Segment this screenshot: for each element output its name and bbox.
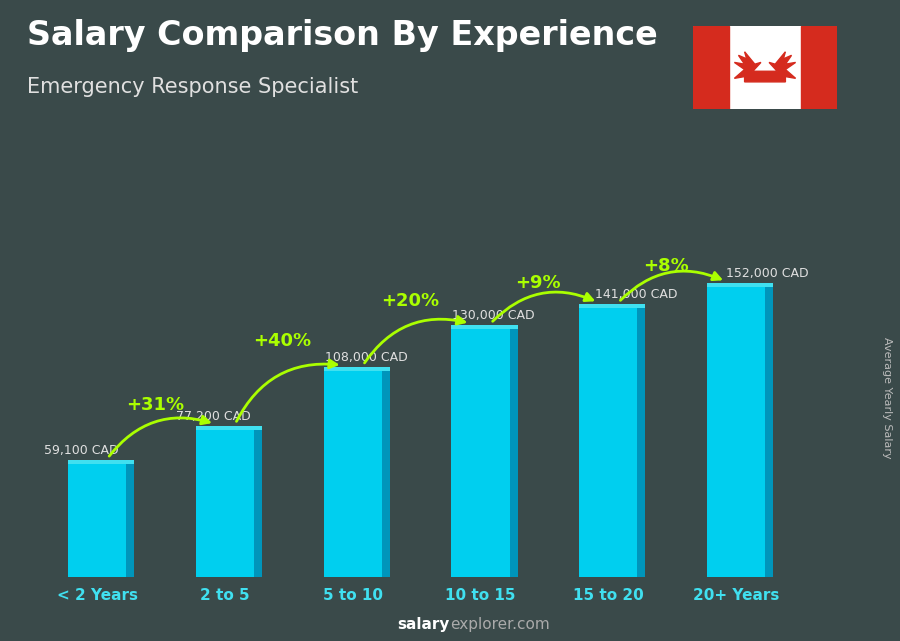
Bar	[196, 426, 262, 430]
Bar	[451, 325, 518, 329]
Bar	[254, 430, 262, 577]
Text: salary: salary	[398, 617, 450, 633]
Bar	[68, 460, 134, 464]
Text: +31%: +31%	[126, 396, 184, 414]
Bar	[196, 430, 254, 577]
Text: 130,000 CAD: 130,000 CAD	[453, 309, 535, 322]
Text: Average Yearly Salary: Average Yearly Salary	[881, 337, 892, 458]
Bar	[579, 304, 645, 308]
Bar	[68, 464, 127, 577]
Bar	[509, 329, 518, 577]
Text: +20%: +20%	[382, 292, 439, 310]
Bar	[382, 371, 390, 577]
Text: explorer.com: explorer.com	[450, 617, 550, 633]
Bar	[323, 367, 390, 371]
Bar	[637, 308, 645, 577]
Text: +9%: +9%	[515, 274, 561, 292]
Bar	[801, 26, 837, 109]
Bar	[706, 283, 773, 287]
Bar	[765, 287, 773, 577]
Text: 77,200 CAD: 77,200 CAD	[176, 410, 251, 422]
Text: 152,000 CAD: 152,000 CAD	[725, 267, 808, 280]
Bar	[579, 308, 637, 577]
Polygon shape	[734, 52, 796, 82]
Text: 108,000 CAD: 108,000 CAD	[325, 351, 408, 364]
Bar	[706, 287, 765, 577]
Text: +40%: +40%	[254, 332, 311, 350]
Bar	[323, 371, 382, 577]
Text: Salary Comparison By Experience: Salary Comparison By Experience	[27, 19, 658, 52]
Text: +8%: +8%	[643, 257, 689, 275]
Text: 141,000 CAD: 141,000 CAD	[596, 288, 678, 301]
Bar	[451, 329, 509, 577]
Text: 59,100 CAD: 59,100 CAD	[43, 444, 118, 457]
Bar	[127, 464, 134, 577]
Bar	[693, 26, 729, 109]
Text: Emergency Response Specialist: Emergency Response Specialist	[27, 77, 358, 97]
